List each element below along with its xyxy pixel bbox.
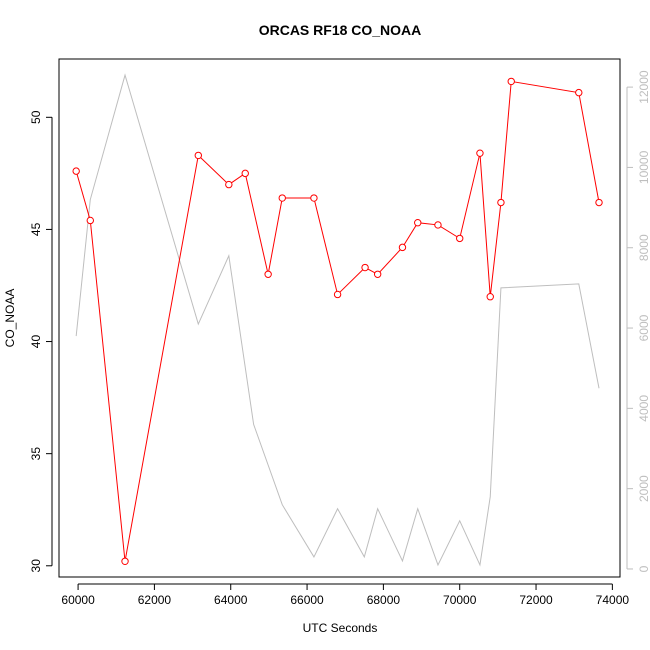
chart-title: ORCAS RF18 CO_NOAA xyxy=(259,22,422,38)
y2-tick-label: 0 xyxy=(637,565,650,572)
data-point xyxy=(194,151,202,160)
y-tick-label: 50 xyxy=(29,110,43,124)
x-tick-label: 72000 xyxy=(519,593,553,607)
y-axis-label: CO_NOAA xyxy=(3,289,17,348)
data-point xyxy=(361,263,369,272)
x-tick-label: 68000 xyxy=(367,593,401,607)
data-point xyxy=(486,292,494,301)
data-point xyxy=(121,557,129,566)
y2-tick-label: 2000 xyxy=(637,475,650,502)
data-point xyxy=(373,270,382,278)
data-point xyxy=(333,290,342,299)
data-point xyxy=(414,218,422,227)
data-point xyxy=(310,194,318,202)
data-point xyxy=(434,221,442,229)
co-series-line xyxy=(75,80,600,562)
y2-tick-label: 12000 xyxy=(637,70,650,104)
plot-frame xyxy=(58,58,621,578)
y2-tick-label: 4000 xyxy=(637,395,650,422)
data-point xyxy=(507,77,515,86)
y-tick-label: 35 xyxy=(29,447,43,461)
y-tick-label: 40 xyxy=(29,335,43,349)
data-point xyxy=(241,169,249,178)
data-point xyxy=(398,243,407,252)
x-tick-label: 70000 xyxy=(443,593,477,607)
data-point xyxy=(456,234,464,243)
y2-tick-label: 8000 xyxy=(637,234,650,261)
data-point xyxy=(497,198,505,207)
x-axis: 60000 62000 64000 66000 68000 70000 72000 74000 xyxy=(61,583,630,607)
x-tick-label: 74000 xyxy=(596,593,630,607)
x-tick-label: 60000 xyxy=(61,593,95,607)
x-axis-label: UTC Seconds xyxy=(303,621,378,635)
y-tick-label: 30 xyxy=(29,559,43,573)
data-point xyxy=(86,216,94,225)
secondary-series-line xyxy=(75,73,600,567)
data-point xyxy=(575,88,583,97)
y-axis: 30 35 40 45 50 xyxy=(29,110,53,573)
y2-tick-label: 6000 xyxy=(637,314,650,341)
y2-tick-label: 10000 xyxy=(637,150,650,184)
data-point xyxy=(72,167,80,175)
data-point xyxy=(225,180,233,189)
x-tick-label: 66000 xyxy=(290,593,324,607)
data-point xyxy=(595,198,603,207)
x-tick-label: 64000 xyxy=(214,593,248,607)
x-tick-label: 62000 xyxy=(138,593,172,607)
secondary-y-axis: 0 2000 4000 6000 8000 10000 12000 xyxy=(626,70,650,572)
data-point xyxy=(278,194,286,202)
series-layer xyxy=(72,73,603,567)
y-tick-label: 45 xyxy=(29,222,43,236)
data-point xyxy=(476,149,484,157)
data-point xyxy=(264,270,272,278)
